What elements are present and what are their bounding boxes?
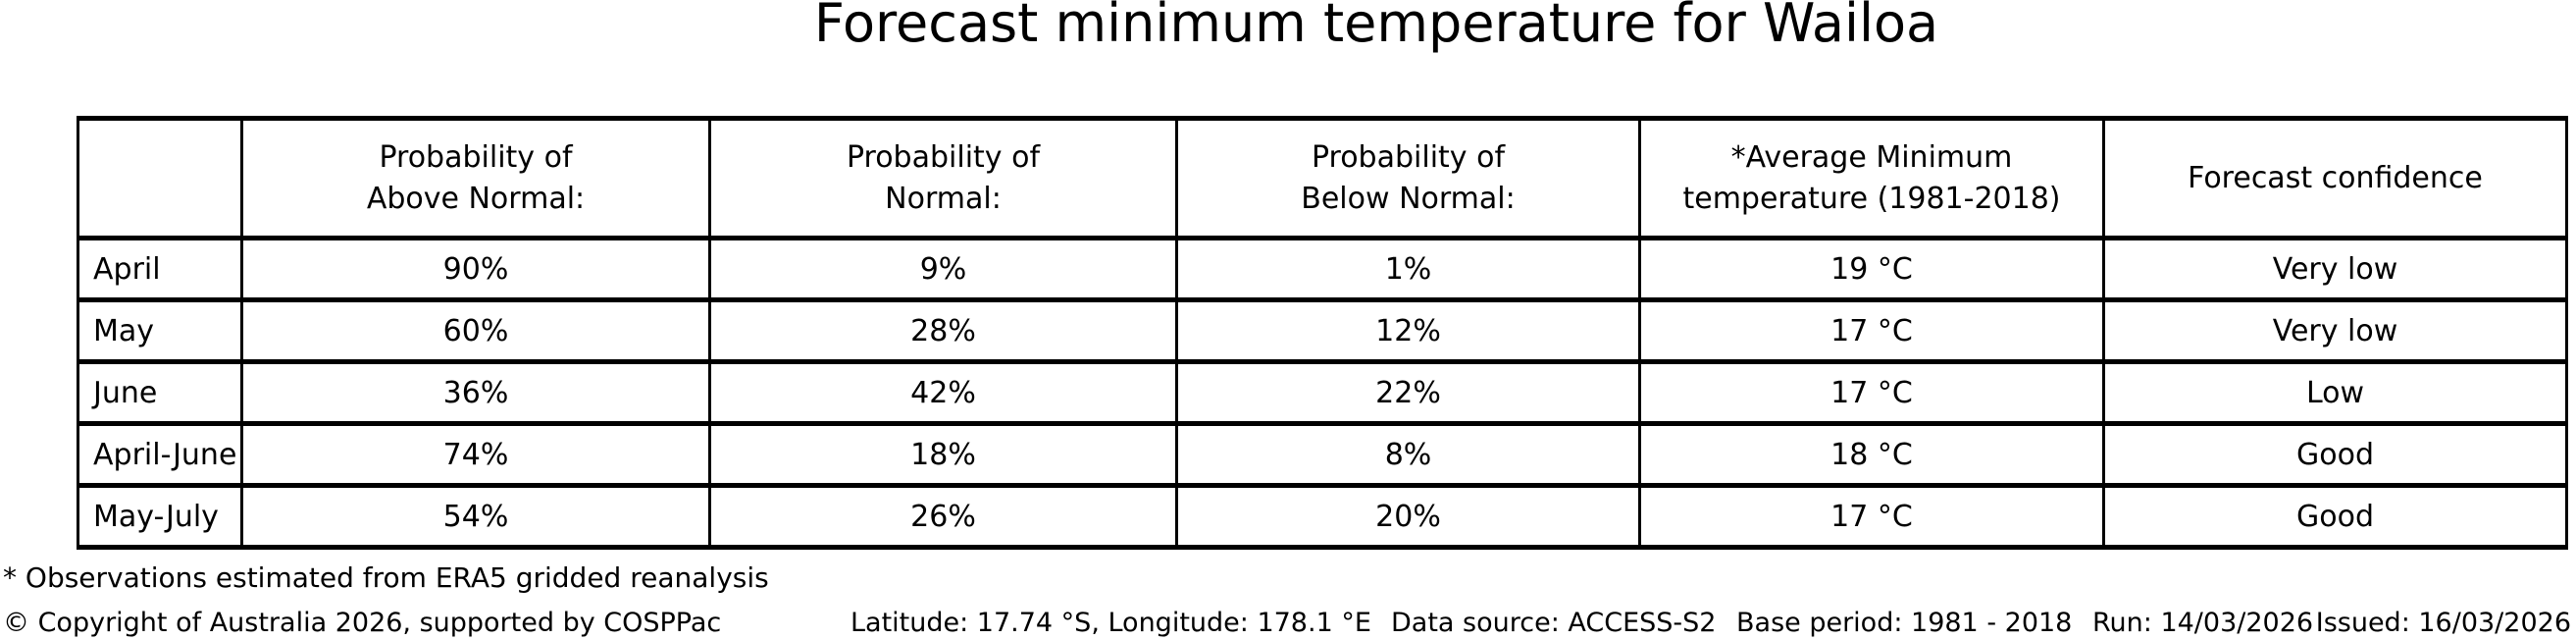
cell-below-normal: 8% bbox=[1175, 421, 1641, 488]
row-label: June bbox=[77, 359, 243, 426]
cell-normal: 18% bbox=[708, 421, 1178, 488]
col-header-forecast-confidence: Forecast confidence bbox=[2102, 116, 2568, 240]
cell-normal: 26% bbox=[708, 483, 1178, 550]
data-source-text: Data source: ACCESS-S2 bbox=[1391, 608, 1717, 638]
row-label: May-July bbox=[77, 483, 243, 550]
table-row-april-june: April-June 74% 18% 8% 18 °C Good bbox=[77, 421, 2568, 488]
cell-normal: 42% bbox=[708, 359, 1178, 426]
table-row-may: May 60% 28% 12% 17 °C Very low bbox=[77, 297, 2568, 364]
row-label: April bbox=[77, 236, 243, 302]
page-title: Forecast minimum temperature for Wailoa bbox=[813, 0, 1939, 54]
col-header-average-min-temp: *Average Minimum temperature (1981-2018) bbox=[1638, 116, 2105, 240]
observations-footnote: * Observations estimated from ERA5 gridd… bbox=[3, 561, 769, 594]
col-header-below-normal: Probability of Below Normal: bbox=[1175, 116, 1641, 240]
copyright-text: © Copyright of Australia 2026, supported… bbox=[3, 608, 722, 638]
cell-forecast-confidence: Very low bbox=[2102, 297, 2568, 364]
lat-lon-text: Latitude: 17.74 °S, Longitude: 178.1 °E bbox=[850, 608, 1371, 638]
forecast-table: Probability of Above Normal: Probability… bbox=[77, 116, 2568, 550]
table-row-may-july: May-July 54% 26% 20% 17 °C Good bbox=[77, 483, 2568, 550]
cell-average-min-temp: 18 °C bbox=[1638, 421, 2105, 488]
cell-below-normal: 12% bbox=[1175, 297, 1641, 364]
cell-average-min-temp: 17 °C bbox=[1638, 359, 2105, 426]
cell-forecast-confidence: Good bbox=[2102, 483, 2568, 550]
base-period-text: Base period: 1981 - 2018 bbox=[1736, 608, 2073, 638]
cell-forecast-confidence: Low bbox=[2102, 359, 2568, 426]
cell-below-normal: 20% bbox=[1175, 483, 1641, 550]
cell-above-normal: 36% bbox=[240, 359, 711, 426]
corner-cell bbox=[77, 116, 243, 240]
cell-below-normal: 22% bbox=[1175, 359, 1641, 426]
cell-forecast-confidence: Good bbox=[2102, 421, 2568, 488]
cell-normal: 9% bbox=[708, 236, 1178, 302]
col-header-normal: Probability of Normal: bbox=[708, 116, 1178, 240]
run-date-text: Run: 14/03/2026 bbox=[2092, 608, 2314, 638]
row-label: May bbox=[77, 297, 243, 364]
cell-average-min-temp: 19 °C bbox=[1638, 236, 2105, 302]
cell-forecast-confidence: Very low bbox=[2102, 236, 2568, 302]
table-row-april: April 90% 9% 1% 19 °C Very low bbox=[77, 236, 2568, 302]
cell-above-normal: 54% bbox=[240, 483, 711, 550]
issued-date-text: Issued: 16/03/2026 bbox=[2315, 608, 2571, 638]
header-row: Probability of Above Normal: Probability… bbox=[77, 116, 2568, 240]
cell-above-normal: 74% bbox=[240, 421, 711, 488]
table-row-june: June 36% 42% 22% 17 °C Low bbox=[77, 359, 2568, 426]
cell-normal: 28% bbox=[708, 297, 1178, 364]
cell-average-min-temp: 17 °C bbox=[1638, 483, 2105, 550]
col-header-above-normal: Probability of Above Normal: bbox=[240, 116, 711, 240]
cell-above-normal: 90% bbox=[240, 236, 711, 302]
cell-average-min-temp: 17 °C bbox=[1638, 297, 2105, 364]
cell-above-normal: 60% bbox=[240, 297, 711, 364]
row-label: April-June bbox=[77, 421, 243, 488]
cell-below-normal: 1% bbox=[1175, 236, 1641, 302]
